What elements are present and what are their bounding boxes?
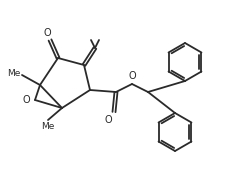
Text: O: O (22, 95, 30, 105)
Text: O: O (128, 71, 136, 81)
Text: O: O (43, 28, 51, 38)
Text: Me: Me (7, 70, 20, 78)
Text: O: O (104, 115, 112, 125)
Text: Me: Me (41, 122, 55, 131)
